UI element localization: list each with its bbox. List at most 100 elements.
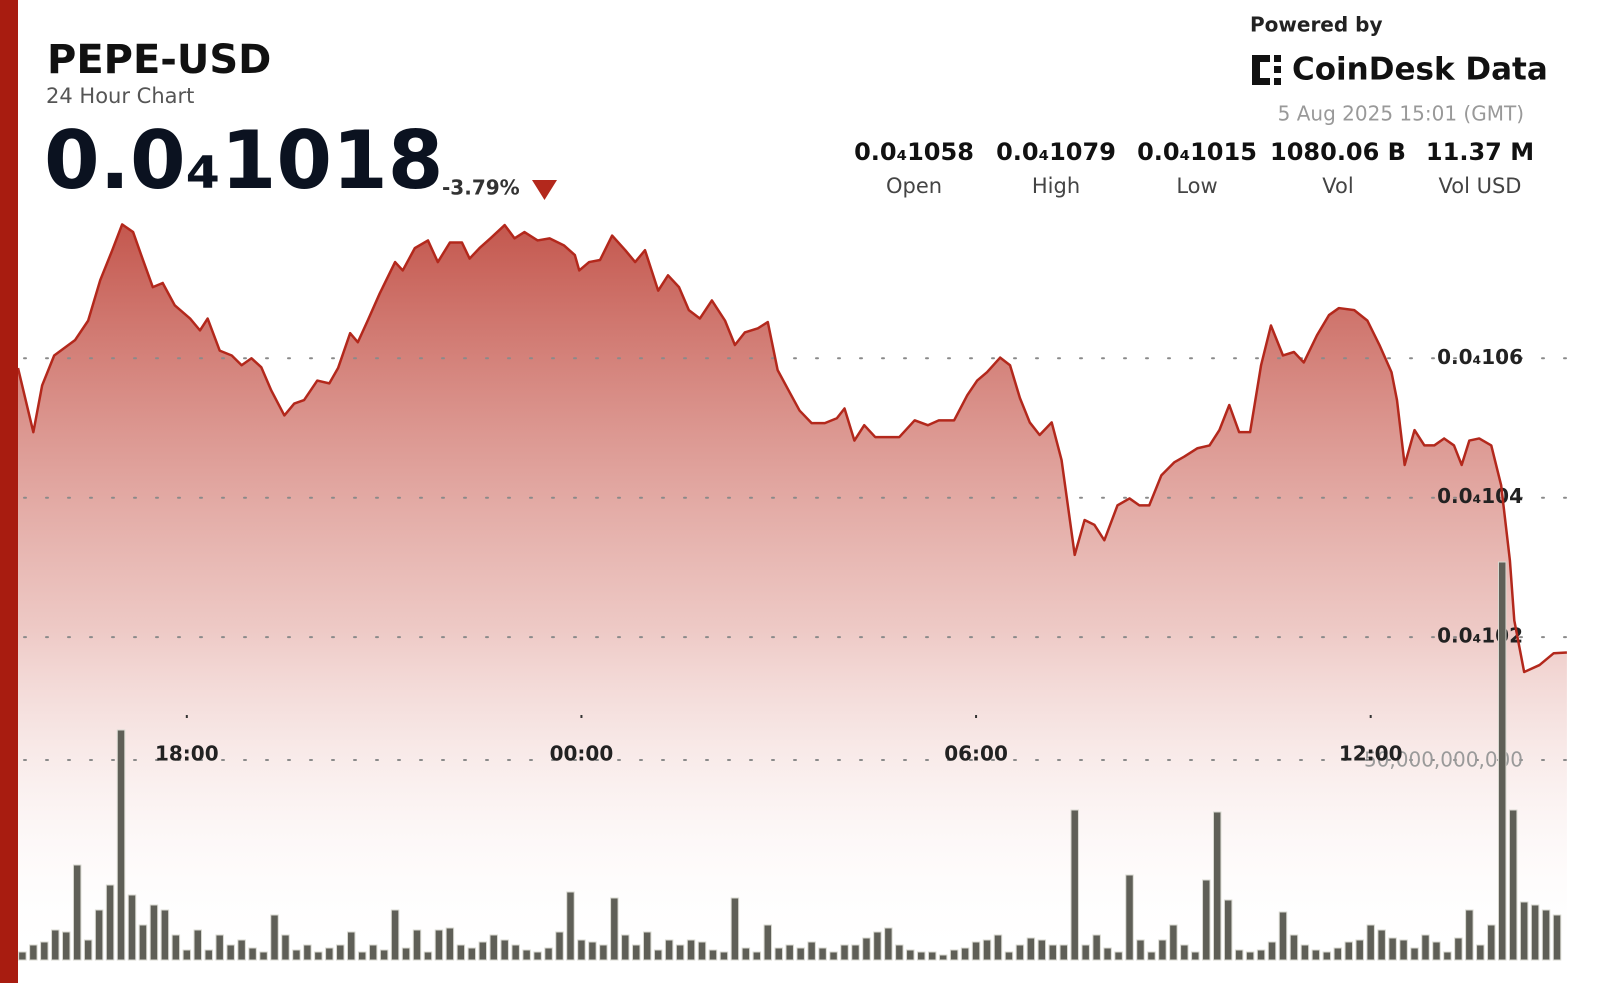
volume-bar: [29, 944, 38, 961]
down-arrow: [532, 180, 557, 200]
brand-logo: [1252, 55, 1281, 85]
stat-label: Vol: [1322, 174, 1353, 198]
y-tick-label: 0.0₄104: [1437, 484, 1523, 508]
volume-bar: [72, 864, 82, 961]
volume-bar: [1377, 929, 1386, 961]
volume-bar: [533, 951, 542, 961]
volume-bar: [248, 947, 257, 961]
stat-label: High: [1032, 174, 1080, 198]
volume-bar: [1421, 934, 1430, 961]
volume-bar: [917, 951, 926, 961]
volume-bar: [325, 947, 334, 961]
volume-bar: [379, 949, 389, 961]
volume-bar: [960, 947, 970, 961]
volume-bar: [1476, 944, 1485, 961]
volume-bar: [1333, 947, 1343, 961]
volume-bar: [610, 897, 619, 961]
price-change: -3.79%: [442, 176, 520, 200]
volume-bar: [1267, 941, 1277, 961]
volume-bar: [1081, 944, 1090, 961]
volume-bar: [621, 934, 630, 961]
volume-bar: [906, 949, 915, 961]
volume-bar: [368, 944, 378, 961]
volume-bar: [884, 927, 893, 961]
volume-bar: [686, 939, 696, 961]
volume-bar: [412, 929, 422, 961]
volume-bar: [226, 944, 235, 961]
volume-bar: [675, 944, 685, 961]
stat-value: 0.0₄1058: [854, 138, 974, 166]
volume-bar: [1037, 939, 1047, 961]
volume-bar: [270, 914, 279, 961]
volume-bar: [862, 937, 871, 961]
volume-bar: [127, 894, 137, 961]
plot-area: 0.0₄102 0.0₄104 0.0₄106 50,000,000,000 18:00…: [16, 223, 1569, 961]
volume-bar: [1059, 944, 1068, 961]
volume-bar: [215, 934, 224, 961]
volume-bar: [314, 951, 323, 961]
volume-bar: [1147, 951, 1156, 961]
volume-bar: [83, 939, 93, 961]
volume-bar: [1048, 944, 1058, 961]
volume-bar: [489, 934, 498, 961]
volume-bar: [259, 951, 268, 961]
volume-bar: [357, 951, 367, 961]
stat-label: Open: [886, 174, 942, 198]
volume-bar: [555, 931, 564, 961]
volume-bar: [1004, 951, 1014, 961]
volume-bar: [993, 934, 1003, 961]
price-area: [18, 224, 1567, 960]
x-tick-label: 06:00: [944, 742, 1008, 766]
volume-bar: [1256, 949, 1266, 961]
x-tick-label: 00:00: [550, 742, 614, 766]
stat-value: 11.37 M: [1426, 138, 1534, 166]
volume-bar: [390, 909, 400, 961]
volume-bar: [182, 949, 192, 961]
volume-bar: [1322, 951, 1332, 961]
volume-bar: [62, 931, 71, 961]
volume-bar: [577, 939, 586, 961]
volume-bar: [708, 949, 718, 961]
volume-bar: [719, 951, 729, 961]
volume-bar: [1103, 947, 1112, 961]
volume-bar: [138, 924, 148, 961]
volume-bar: [160, 909, 170, 961]
volume-bar: [697, 941, 707, 961]
volume-bar: [653, 949, 663, 961]
volume-bar: [796, 947, 805, 961]
price-line: [16, 223, 1567, 674]
volume-bar: [1399, 939, 1408, 961]
volume-bar: [807, 941, 816, 961]
stat-value: 1080.06 B: [1270, 138, 1406, 166]
volume-bar: [1026, 937, 1036, 961]
stat-label: Vol USD: [1439, 174, 1522, 198]
y2-tick-label: 50,000,000,000: [1364, 748, 1523, 772]
volume-bar: [1519, 901, 1529, 961]
volume-bar: [1223, 899, 1233, 961]
volume-bar: [1114, 951, 1123, 961]
volume-bar: [1388, 937, 1397, 961]
volume-bar: [1300, 944, 1310, 961]
volume-bar: [1212, 811, 1222, 961]
volume-bar: [336, 944, 345, 961]
volume-bar: [741, 947, 751, 961]
volume-bar: [511, 944, 520, 961]
accent-bar: [0, 0, 18, 983]
volume-bar: [423, 951, 433, 961]
volume-bar: [281, 934, 290, 961]
volume-bar: [664, 939, 674, 961]
volume-bar: [895, 944, 904, 961]
volume-bar: [588, 941, 597, 961]
volume-bar: [1202, 879, 1211, 961]
volume-bar: [1552, 914, 1562, 961]
volume-bar: [763, 924, 773, 961]
volume-bar: [478, 941, 488, 961]
y-tick-label: 0.0₄106: [1437, 345, 1523, 369]
volume-bar: [1355, 939, 1364, 961]
volume-bar: [1169, 924, 1178, 961]
brand-name: CoinDesk Data: [1292, 52, 1548, 88]
volume-bar: [292, 949, 301, 961]
stat-label: Low: [1176, 174, 1217, 198]
volume-bar: [1508, 809, 1518, 961]
volume-bar: [1432, 941, 1441, 961]
